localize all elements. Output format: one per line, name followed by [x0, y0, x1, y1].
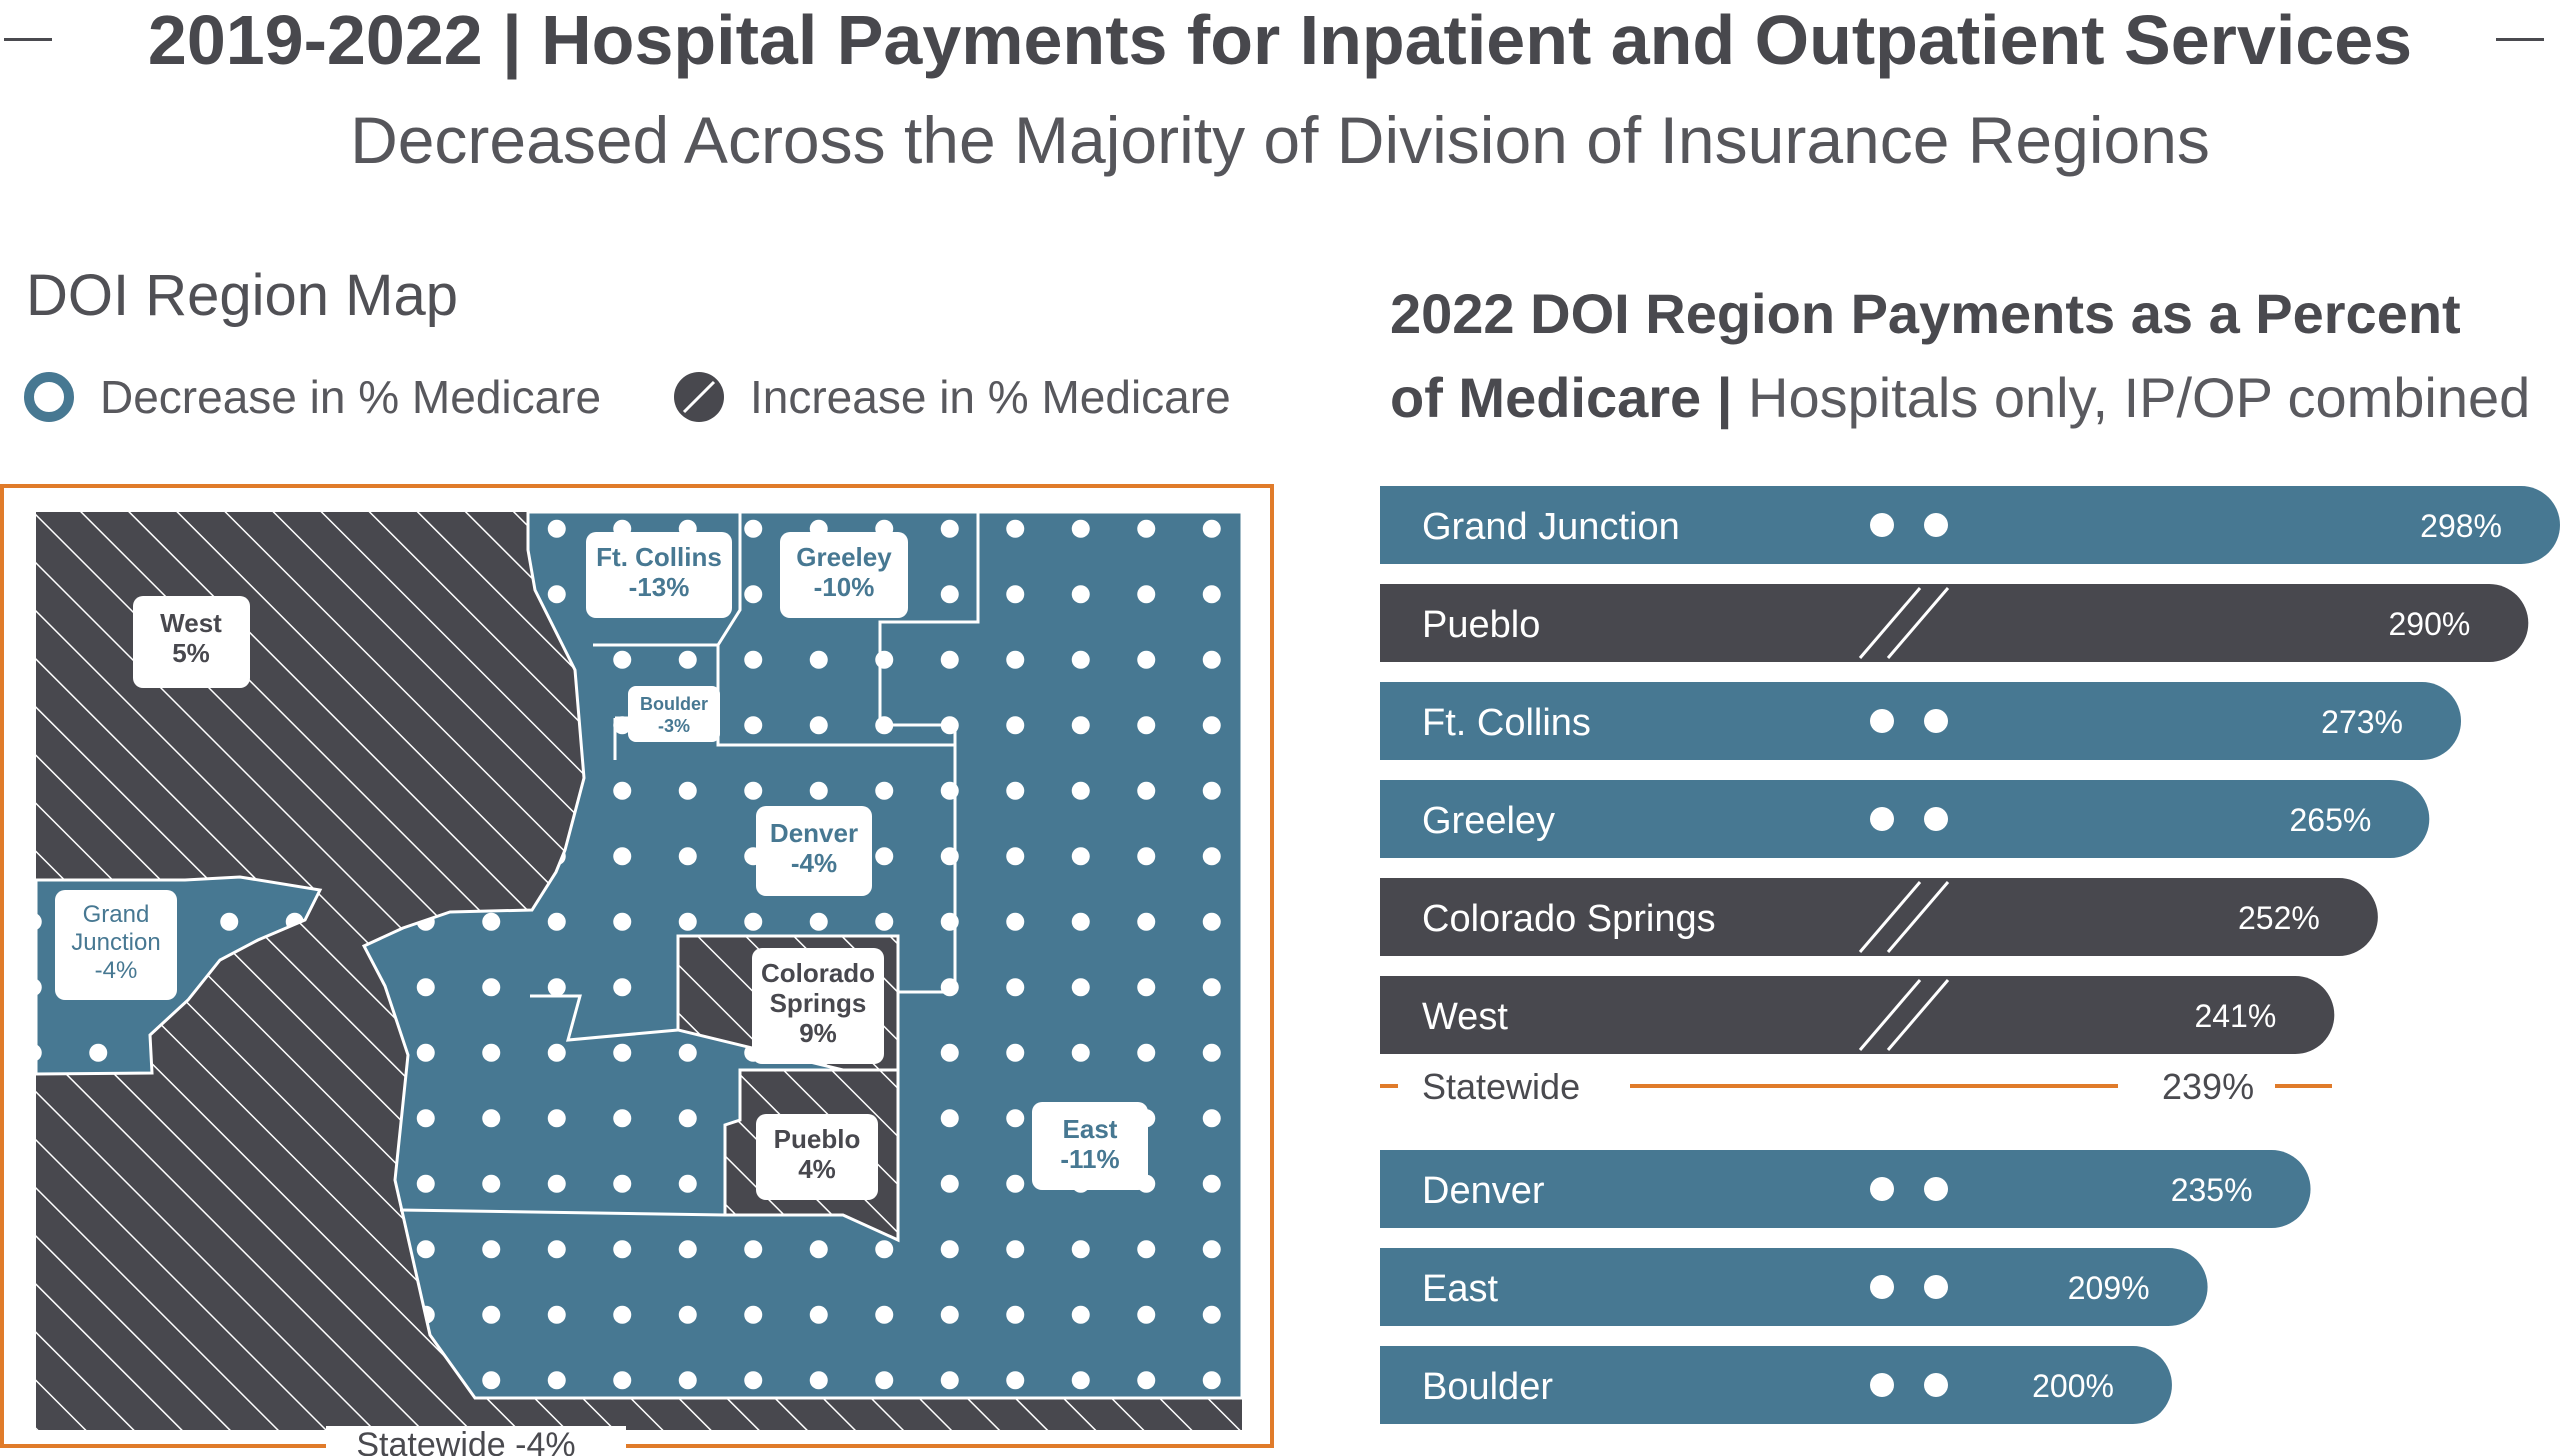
bar-denver	[1380, 1150, 2311, 1228]
hatch-mark-icon	[1858, 979, 1950, 1051]
dot-pair-icon	[1870, 1373, 1948, 1397]
statewide-map-bg	[326, 1426, 626, 1456]
hatch-mark-icon	[1858, 587, 1950, 659]
label-east: East -11%	[1032, 1102, 1148, 1190]
bar-chart-title: 2022 DOI Region Payments as a Percent of…	[1390, 272, 2550, 440]
label-boulder: Boulder -3%	[628, 686, 720, 742]
label-cs-line-2: Springs	[770, 988, 867, 1018]
label-greeley-line-2: -10%	[814, 572, 875, 602]
label-pueblo-line-2: 4%	[798, 1154, 836, 1184]
bar-value-west: 241%	[2194, 998, 2276, 1034]
dot-pair-icon	[1870, 1275, 1948, 1299]
label-west-line-2: 5%	[172, 638, 210, 668]
bar-row-ft-collins: Ft. Collins 273%	[1380, 682, 2462, 760]
bar-value-grand-junction: 298%	[2420, 508, 2502, 544]
bar-row-boulder: Boulder 200%	[1380, 1346, 2172, 1424]
bar-label-colorado-springs: Colorado Springs	[1422, 898, 1716, 940]
bar-label-east: East	[1422, 1268, 1498, 1310]
dot-pair-icon	[1870, 807, 1948, 831]
bars-group: Grand Junction 298% Pueblo 290% Ft. Collins 2…	[1380, 486, 2560, 1424]
dot-pair-icon	[1870, 709, 1948, 733]
legend-decrease: Decrease in % Medicare	[24, 370, 601, 424]
legend-increase-label: Increase in % Medicare	[750, 371, 1231, 423]
label-cs-line-1: Colorado	[761, 958, 875, 988]
bar-row-east: East 209%	[1380, 1248, 2208, 1326]
increase-hatch-icon	[674, 372, 724, 422]
decrease-ring-icon	[24, 372, 74, 422]
bar-title-bold-2: of Medicare |	[1390, 366, 1733, 429]
legend-increase: Increase in % Medicare	[674, 370, 1231, 424]
bar-grand-junction	[1380, 486, 2560, 564]
page-subtitle: Decreased Across the Majority of Divisio…	[350, 103, 2210, 177]
bar-chart: Grand Junction 298% Pueblo 290% Ft. Collins 2…	[1380, 486, 2560, 1424]
bar-west	[1380, 976, 2335, 1054]
bar-value-denver: 235%	[2171, 1172, 2253, 1208]
bar-title-light: Hospitals only, IP/OP combined	[1748, 366, 2531, 429]
legend-decrease-label: Decrease in % Medicare	[100, 371, 602, 423]
label-east-line-2: -11%	[1060, 1144, 1119, 1174]
bar-value-pueblo: 290%	[2388, 606, 2470, 642]
bar-label-west: West	[1422, 996, 1508, 1038]
label-gj-line-2: Junction	[71, 929, 160, 956]
label-boulder-line-1: Boulder	[640, 694, 708, 714]
bar-label-grand-junction: Grand Junction	[1422, 506, 1680, 548]
label-denver-line-1: Denver	[770, 818, 858, 848]
bar-value-boulder: 200%	[2032, 1368, 2114, 1404]
bar-boulder	[1380, 1346, 2172, 1424]
bar-value-ft-collins: 273%	[2321, 704, 2403, 740]
label-grand-junction: Grand Junction -4%	[55, 890, 177, 1000]
bar-row-colorado-springs: Colorado Springs 252%	[1380, 878, 2378, 956]
bar-row-denver: Denver 235%	[1380, 1150, 2311, 1228]
title-row: 2019-2022 | Hospital Payments for Inpati…	[0, 0, 2560, 80]
bar-label-denver: Denver	[1422, 1170, 1545, 1212]
label-denver: Denver -4%	[756, 806, 872, 896]
label-ft-collins: Ft. Collins -13%	[586, 532, 732, 618]
label-gj-line-3: -4%	[95, 957, 138, 984]
bar-colorado-springs	[1380, 878, 2378, 956]
label-pueblo-line-1: Pueblo	[774, 1124, 861, 1154]
bar-ft-collins	[1380, 682, 2462, 760]
doi-region-map: West 5% Ft. Collins -13% Greeley -10% Bo…	[0, 484, 1274, 1456]
bar-greeley	[1380, 780, 2430, 858]
bar-label-boulder: Boulder	[1422, 1366, 1553, 1408]
label-gj-line-1: Grand	[83, 901, 150, 928]
bar-east	[1380, 1248, 2208, 1326]
map-title: DOI Region Map	[26, 263, 458, 328]
title-dash-left	[4, 38, 52, 41]
bar-row-greeley: Greeley 265%	[1380, 780, 2430, 858]
map-frame	[0, 484, 1274, 1448]
label-ftcollins-line-1: Ft. Collins	[596, 542, 722, 572]
label-ftcollins-line-2: -13%	[629, 572, 690, 602]
bar-label-pueblo: Pueblo	[1422, 604, 1540, 646]
label-denver-line-2: -4%	[791, 848, 837, 878]
bar-pueblo	[1380, 584, 2529, 662]
label-greeley: Greeley -10%	[780, 532, 908, 618]
bar-row-pueblo: Pueblo 290%	[1380, 584, 2529, 662]
bar-title-bold: 2022 DOI Region Payments as a Percent	[1390, 282, 2461, 345]
bar-label-ft-collins: Ft. Collins	[1422, 702, 1591, 744]
label-west: West 5%	[133, 596, 250, 688]
label-pueblo: Pueblo 4%	[756, 1114, 878, 1200]
page-title: 2019-2022 | Hospital Payments for Inpati…	[147, 1, 2413, 79]
label-colorado-springs: Colorado Springs 9%	[752, 948, 884, 1064]
hatch-mark-icon	[1858, 881, 1950, 953]
bar-value-greeley: 265%	[2289, 802, 2371, 838]
bar-label-greeley: Greeley	[1422, 800, 1555, 842]
label-greeley-line-1: Greeley	[796, 542, 892, 572]
label-cs-line-3: 9%	[799, 1018, 837, 1048]
statewide-map-label: Statewide -4%	[356, 1426, 575, 1456]
bar-row-west: West 241%	[1380, 976, 2335, 1054]
title-dash-right	[2496, 38, 2544, 41]
dot-pair-icon	[1870, 513, 1948, 537]
bar-value-east: 209%	[2068, 1270, 2150, 1306]
statewide-value: 239%	[2162, 1066, 2254, 1107]
statewide-reference: Statewide 239%	[1380, 1066, 2332, 1107]
bar-row-grand-junction: Grand Junction 298%	[1380, 486, 2560, 564]
dot-pair-icon	[1870, 1177, 1948, 1201]
label-east-line-1: East	[1063, 1114, 1118, 1144]
label-boulder-line-2: -3%	[658, 716, 690, 736]
bar-value-colorado-springs: 252%	[2238, 900, 2320, 936]
statewide-label: Statewide	[1422, 1066, 1580, 1107]
label-west-line-1: West	[160, 608, 222, 638]
